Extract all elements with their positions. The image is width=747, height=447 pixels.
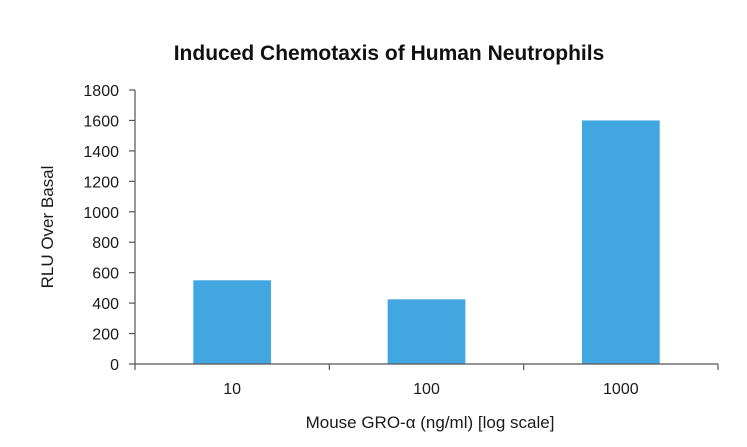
x-tick-label: 1000 xyxy=(603,381,639,398)
x-axis-label: Mouse GRO-α (ng/ml) [log scale] xyxy=(306,413,555,432)
y-tick-label: 0 xyxy=(110,357,119,374)
x-tick-label: 100 xyxy=(413,381,440,398)
bar-100 xyxy=(387,299,466,364)
bar-10 xyxy=(193,280,272,364)
y-tick-label: 1600 xyxy=(83,113,119,130)
y-tick-label: 1800 xyxy=(83,83,119,100)
y-tick-label: 1400 xyxy=(83,144,119,161)
chart-title: Induced Chemotaxis of Human Neutrophils xyxy=(174,42,605,65)
y-tick-label: 600 xyxy=(92,266,119,283)
x-tick-label: 10 xyxy=(223,381,241,398)
y-tick-label: 1200 xyxy=(83,174,119,191)
y-axis-label: RLU Over Basal xyxy=(38,166,57,289)
y-tick-label: 800 xyxy=(92,235,119,252)
bar-1000 xyxy=(581,120,660,364)
y-tick-label: 400 xyxy=(92,296,119,313)
y-tick-label: 1000 xyxy=(83,205,119,222)
y-tick-label: 200 xyxy=(92,327,119,344)
